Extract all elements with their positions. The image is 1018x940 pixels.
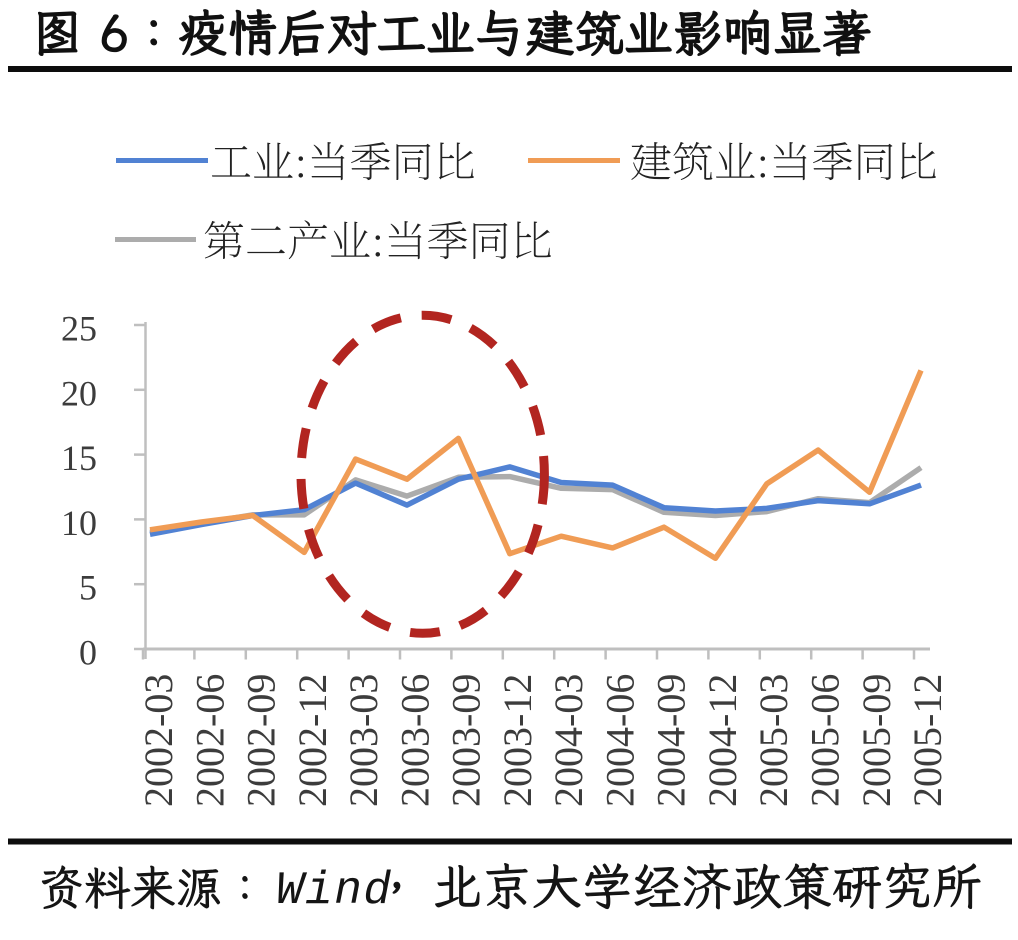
svg-text:5: 5 [79, 568, 97, 608]
svg-text:10: 10 [61, 503, 97, 543]
svg-text:0: 0 [79, 633, 97, 673]
svg-text:2005-12: 2005-12 [905, 674, 950, 807]
svg-text:15: 15 [61, 438, 97, 478]
svg-text:2005-09: 2005-09 [854, 674, 899, 807]
svg-text:25: 25 [61, 309, 97, 349]
svg-text:2003-06: 2003-06 [392, 674, 437, 807]
svg-text:Wind: Wind [276, 865, 392, 917]
svg-text:2004-09: 2004-09 [649, 674, 694, 807]
svg-text:20: 20 [61, 373, 97, 413]
svg-text:2004-12: 2004-12 [700, 674, 745, 807]
svg-text:2002-09: 2002-09 [239, 674, 284, 807]
svg-text:2005-06: 2005-06 [803, 674, 848, 807]
svg-text:2002-03: 2002-03 [136, 674, 181, 807]
svg-text:2003-03: 2003-03 [341, 674, 386, 807]
svg-text:2004-03: 2004-03 [546, 674, 591, 807]
svg-text:2003-09: 2003-09 [444, 674, 489, 807]
svg-text:2003-12: 2003-12 [495, 674, 540, 807]
svg-text:2002-12: 2002-12 [290, 674, 335, 807]
svg-text:2002-06: 2002-06 [187, 674, 232, 807]
svg-text:2005-03: 2005-03 [751, 674, 796, 807]
svg-text:2004-06: 2004-06 [597, 674, 642, 807]
